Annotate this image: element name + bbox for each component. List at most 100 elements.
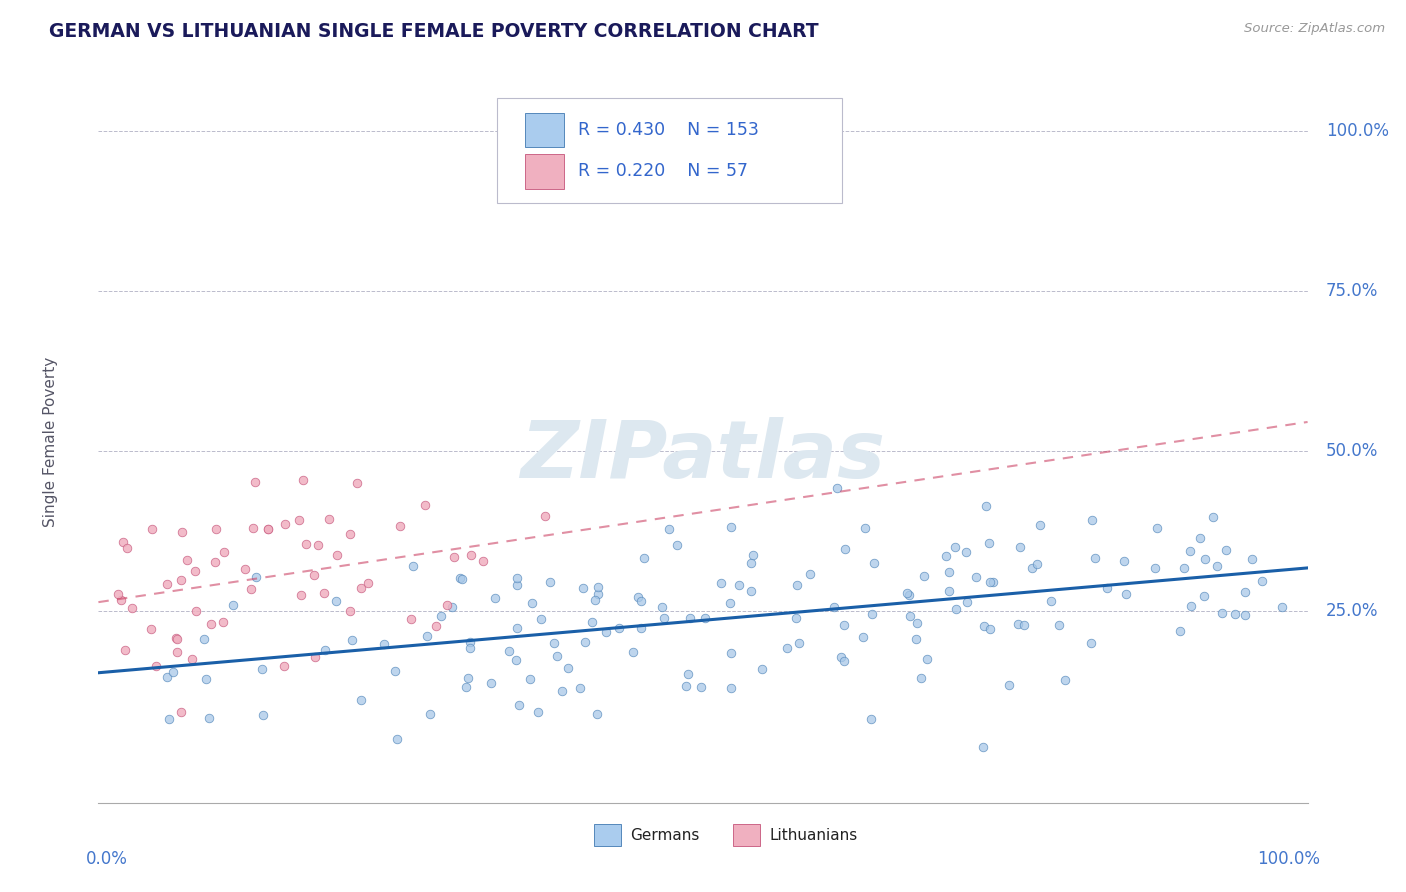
Point: [832, 617, 855, 632]
Point: [1054, 673, 1077, 687]
Point: [1233, 607, 1256, 622]
Point: [1112, 554, 1135, 568]
Point: [519, 672, 541, 686]
Point: [1039, 593, 1062, 607]
Point: [546, 648, 568, 663]
Point: [526, 705, 548, 719]
Point: [551, 684, 574, 698]
Point: [273, 658, 295, 673]
Point: [860, 607, 883, 621]
Point: [166, 646, 188, 660]
Point: [1206, 558, 1229, 573]
Text: 0.0%: 0.0%: [86, 850, 128, 868]
Point: [114, 643, 136, 657]
Point: [693, 611, 716, 625]
Point: [1008, 541, 1031, 555]
Point: [1178, 543, 1201, 558]
Point: [689, 681, 711, 695]
Point: [121, 601, 143, 615]
Point: [1215, 543, 1237, 558]
Point: [193, 632, 215, 646]
Text: Germans: Germans: [630, 828, 700, 843]
Point: [910, 671, 932, 685]
Point: [1180, 599, 1202, 613]
Point: [1173, 561, 1195, 575]
Point: [853, 521, 876, 535]
Point: [1168, 624, 1191, 639]
Point: [1250, 574, 1272, 588]
Point: [945, 601, 967, 615]
Point: [823, 599, 845, 614]
Point: [419, 706, 441, 721]
Point: [1234, 585, 1257, 599]
Point: [357, 575, 380, 590]
Point: [586, 706, 609, 721]
Text: R = 0.430    N = 153: R = 0.430 N = 153: [578, 121, 759, 139]
Point: [257, 522, 280, 536]
Point: [156, 577, 179, 591]
Point: [233, 562, 256, 576]
Point: [458, 634, 481, 648]
Point: [436, 598, 458, 612]
Point: [307, 538, 329, 552]
Point: [1194, 552, 1216, 566]
Point: [170, 573, 193, 587]
Point: [979, 622, 1001, 636]
Point: [630, 621, 652, 635]
Bar: [595, 824, 621, 847]
Point: [339, 604, 361, 618]
Point: [506, 571, 529, 585]
Point: [1192, 589, 1215, 603]
Point: [595, 625, 617, 640]
Point: [110, 592, 132, 607]
Point: [898, 609, 921, 624]
Point: [834, 541, 856, 556]
Point: [676, 666, 699, 681]
Text: Source: ZipAtlas.com: Source: ZipAtlas.com: [1244, 22, 1385, 36]
Point: [727, 577, 749, 591]
Point: [139, 622, 162, 636]
Point: [318, 511, 340, 525]
Text: GERMAN VS LITHUANIAN SINGLE FEMALE POVERTY CORRELATION CHART: GERMAN VS LITHUANIAN SINGLE FEMALE POVER…: [49, 22, 818, 41]
Point: [825, 481, 848, 495]
Point: [456, 680, 478, 694]
Point: [720, 520, 742, 534]
Bar: [526, 112, 564, 147]
Point: [242, 520, 264, 534]
Point: [384, 665, 406, 679]
Point: [654, 611, 676, 625]
Point: [399, 612, 422, 626]
Point: [1081, 513, 1104, 527]
Point: [198, 711, 221, 725]
Point: [350, 693, 373, 707]
Point: [326, 548, 349, 562]
Point: [222, 598, 245, 612]
Point: [156, 669, 179, 683]
Point: [979, 574, 1001, 589]
Point: [709, 576, 731, 591]
Point: [998, 678, 1021, 692]
Point: [1146, 521, 1168, 535]
Point: [1240, 552, 1263, 566]
Point: [184, 604, 207, 618]
Bar: [526, 154, 564, 189]
Point: [799, 567, 821, 582]
Point: [863, 556, 886, 570]
Point: [679, 610, 702, 624]
Text: 25.0%: 25.0%: [1326, 602, 1378, 620]
Point: [204, 555, 226, 569]
Point: [974, 499, 997, 513]
Point: [245, 570, 267, 584]
Point: [508, 698, 530, 712]
Point: [170, 706, 193, 720]
Point: [458, 641, 481, 656]
Point: [460, 549, 482, 563]
Point: [543, 636, 565, 650]
Point: [586, 580, 609, 594]
Point: [346, 476, 368, 491]
Point: [979, 536, 1001, 550]
Point: [240, 582, 263, 597]
Point: [574, 635, 596, 649]
Text: 100.0%: 100.0%: [1326, 122, 1389, 140]
Point: [1270, 599, 1292, 614]
